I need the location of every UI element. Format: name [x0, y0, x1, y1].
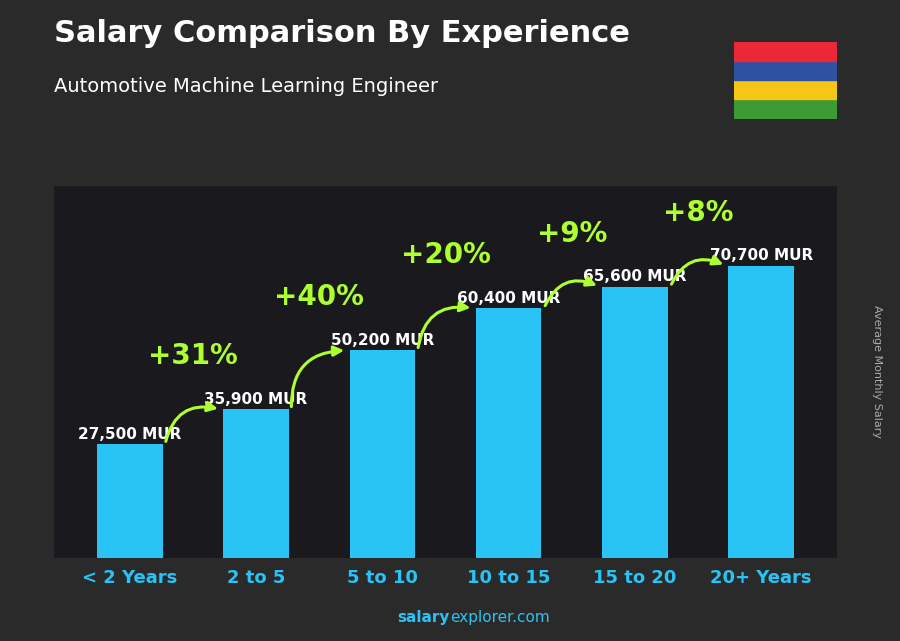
Text: +31%: +31% [148, 342, 238, 370]
Bar [223, 410, 289, 558]
FancyArrowPatch shape [545, 278, 594, 306]
FancyArrowPatch shape [418, 303, 467, 347]
Text: 65,600 MUR: 65,600 MUR [583, 269, 687, 284]
FancyArrowPatch shape [292, 347, 341, 406]
Text: explorer.com: explorer.com [450, 610, 550, 625]
Text: Average Monthly Salary: Average Monthly Salary [872, 305, 883, 438]
Bar [602, 287, 668, 558]
FancyArrowPatch shape [671, 256, 720, 284]
Bar [349, 350, 415, 558]
Text: Automotive Machine Learning Engineer: Automotive Machine Learning Engineer [54, 77, 438, 96]
Text: 35,900 MUR: 35,900 MUR [204, 392, 308, 407]
Text: Salary Comparison By Experience: Salary Comparison By Experience [54, 19, 630, 48]
Bar [734, 80, 837, 99]
Bar [97, 444, 163, 558]
Bar [728, 265, 794, 558]
Bar [734, 99, 837, 119]
Text: salary: salary [398, 610, 450, 625]
Text: 50,200 MUR: 50,200 MUR [330, 333, 434, 348]
Text: 70,700 MUR: 70,700 MUR [709, 248, 813, 263]
Text: +20%: +20% [400, 241, 490, 269]
Bar [734, 42, 837, 61]
Text: +40%: +40% [274, 283, 364, 312]
Bar [476, 308, 542, 558]
Text: +9%: +9% [536, 220, 607, 247]
Bar [734, 61, 837, 80]
Text: +8%: +8% [662, 199, 734, 226]
Text: 60,400 MUR: 60,400 MUR [457, 290, 561, 306]
FancyArrowPatch shape [166, 403, 214, 442]
Text: 27,500 MUR: 27,500 MUR [78, 427, 182, 442]
